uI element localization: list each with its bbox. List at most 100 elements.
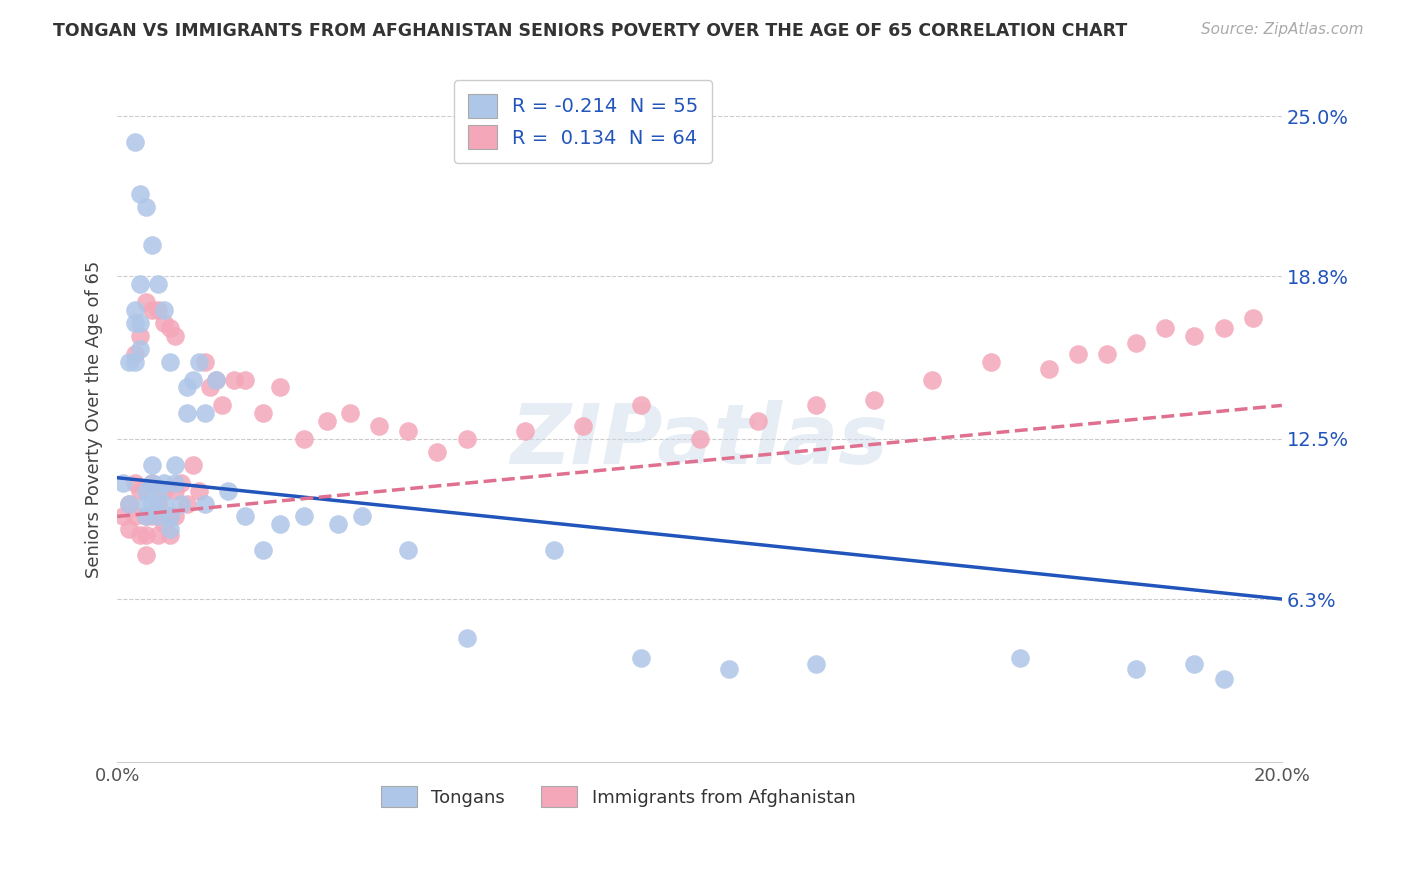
Point <box>152 475 174 490</box>
Point <box>176 380 198 394</box>
Point <box>135 496 157 510</box>
Point <box>339 406 361 420</box>
Point <box>129 527 152 541</box>
Point <box>176 406 198 420</box>
Point <box>176 496 198 510</box>
Point <box>146 509 169 524</box>
Point <box>135 548 157 562</box>
Point <box>135 509 157 524</box>
Point <box>146 277 169 291</box>
Point <box>159 354 181 368</box>
Point <box>146 483 169 498</box>
Point <box>170 496 193 510</box>
Point <box>165 509 187 524</box>
Point <box>170 475 193 490</box>
Point <box>921 373 943 387</box>
Point <box>141 475 163 490</box>
Point <box>141 458 163 472</box>
Point <box>1184 328 1206 343</box>
Point <box>543 543 565 558</box>
Point <box>141 509 163 524</box>
Point <box>135 483 157 498</box>
Point <box>426 445 449 459</box>
Point <box>111 509 134 524</box>
Point <box>205 373 228 387</box>
Point <box>118 522 141 536</box>
Point <box>141 238 163 252</box>
Point <box>396 543 419 558</box>
Point <box>269 517 291 532</box>
Point <box>165 483 187 498</box>
Text: Source: ZipAtlas.com: Source: ZipAtlas.com <box>1201 22 1364 37</box>
Point <box>141 475 163 490</box>
Point <box>804 398 827 412</box>
Point <box>124 509 146 524</box>
Point <box>165 475 187 490</box>
Point <box>630 651 652 665</box>
Point <box>193 496 215 510</box>
Point <box>124 135 146 149</box>
Point <box>129 342 152 356</box>
Point <box>1125 336 1147 351</box>
Point <box>187 483 209 498</box>
Text: TONGAN VS IMMIGRANTS FROM AFGHANISTAN SENIORS POVERTY OVER THE AGE OF 65 CORRELA: TONGAN VS IMMIGRANTS FROM AFGHANISTAN SE… <box>53 22 1128 40</box>
Point <box>152 483 174 498</box>
Point <box>572 419 595 434</box>
Point <box>513 424 536 438</box>
Point <box>233 509 256 524</box>
Point <box>146 527 169 541</box>
Point <box>159 509 181 524</box>
Point <box>328 517 350 532</box>
Point <box>124 347 146 361</box>
Point <box>1154 321 1177 335</box>
Point <box>193 406 215 420</box>
Point <box>217 483 239 498</box>
Point <box>292 509 315 524</box>
Point <box>165 328 187 343</box>
Y-axis label: Seniors Poverty Over the Age of 65: Seniors Poverty Over the Age of 65 <box>86 261 103 578</box>
Point <box>124 302 146 317</box>
Point <box>181 373 204 387</box>
Point <box>630 398 652 412</box>
Point <box>159 527 181 541</box>
Point <box>135 295 157 310</box>
Point <box>129 277 152 291</box>
Point <box>118 354 141 368</box>
Point <box>118 496 141 510</box>
Point <box>159 321 181 335</box>
Point <box>368 419 391 434</box>
Point <box>181 458 204 472</box>
Point <box>165 458 187 472</box>
Legend: Tongans, Immigrants from Afghanistan: Tongans, Immigrants from Afghanistan <box>374 779 862 814</box>
Point <box>292 432 315 446</box>
Text: ZIPatlas: ZIPatlas <box>510 400 889 481</box>
Point <box>1184 657 1206 671</box>
Point <box>141 496 163 510</box>
Point <box>747 414 769 428</box>
Point <box>135 527 157 541</box>
Point <box>152 316 174 330</box>
Point <box>233 373 256 387</box>
Point <box>124 354 146 368</box>
Point <box>456 432 478 446</box>
Point <box>118 496 141 510</box>
Point <box>396 424 419 438</box>
Point <box>1241 310 1264 325</box>
Point <box>193 354 215 368</box>
Point <box>141 302 163 317</box>
Point <box>146 496 169 510</box>
Point <box>980 354 1002 368</box>
Point <box>159 522 181 536</box>
Point <box>1212 672 1234 686</box>
Point <box>187 354 209 368</box>
Point <box>1212 321 1234 335</box>
Point <box>111 475 134 490</box>
Point <box>252 543 274 558</box>
Point <box>1095 347 1118 361</box>
Point <box>129 328 152 343</box>
Point <box>159 509 181 524</box>
Point <box>205 373 228 387</box>
Point <box>315 414 337 428</box>
Point <box>129 186 152 201</box>
Point <box>804 657 827 671</box>
